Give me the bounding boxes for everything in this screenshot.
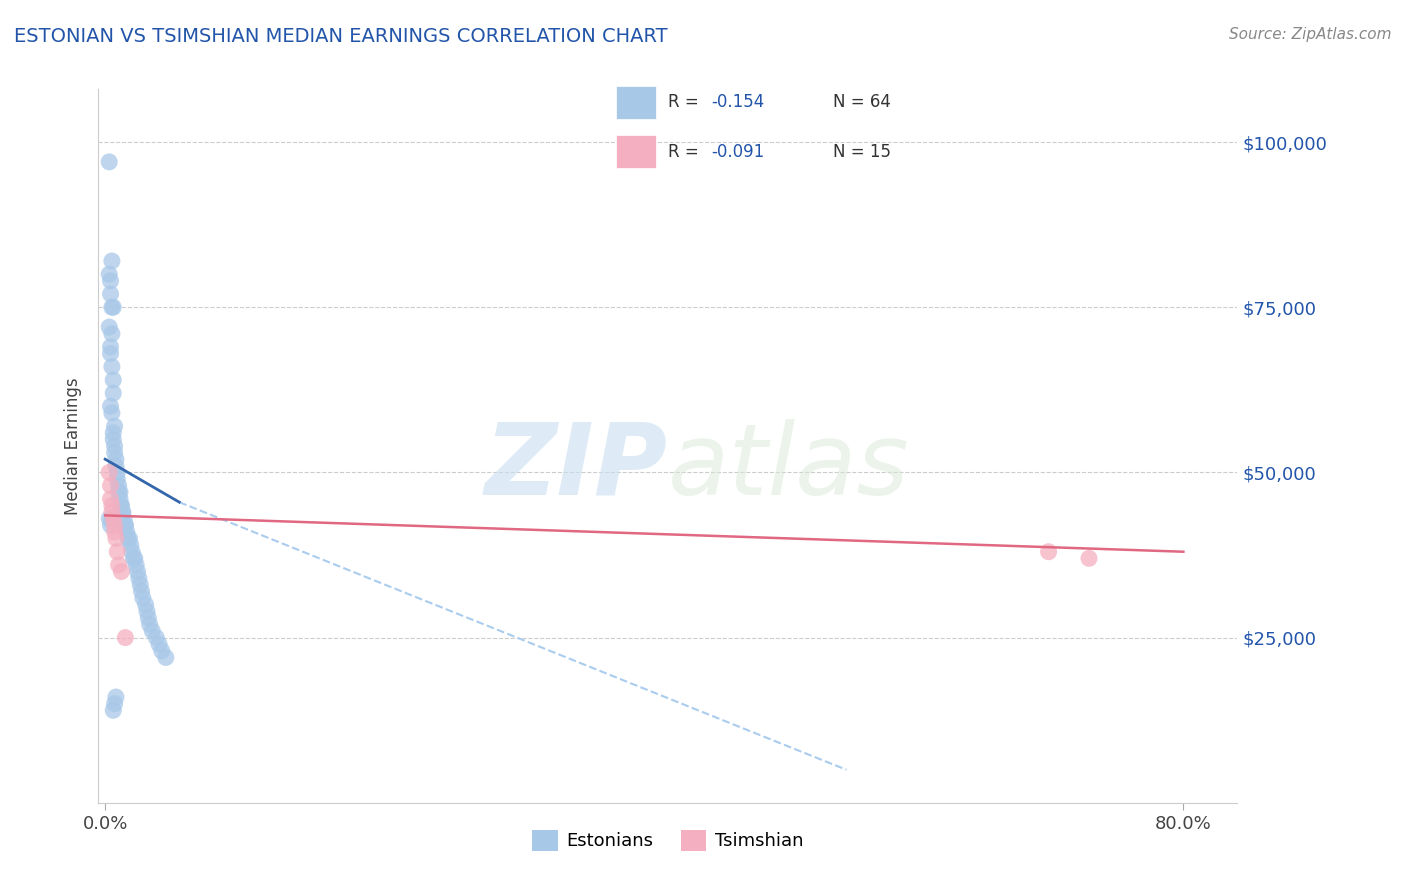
Point — [141, 624, 163, 638]
Point — [98, 466, 121, 480]
Point — [98, 267, 121, 281]
Text: atlas: atlas — [668, 419, 910, 516]
Point — [103, 703, 125, 717]
Point — [103, 386, 125, 401]
Text: N = 15: N = 15 — [832, 143, 891, 161]
Point — [101, 499, 124, 513]
Point — [155, 650, 177, 665]
Point — [100, 400, 122, 414]
Legend: Estonians, Tsimshian: Estonians, Tsimshian — [524, 822, 811, 858]
Point — [101, 406, 124, 420]
Point — [124, 551, 146, 566]
Point — [1038, 545, 1060, 559]
Point — [131, 584, 153, 599]
Point — [135, 598, 157, 612]
Point — [104, 518, 127, 533]
Point — [118, 532, 141, 546]
Point — [107, 558, 129, 572]
Point — [1078, 551, 1101, 566]
Point — [145, 631, 167, 645]
Point — [110, 565, 132, 579]
Text: R =: R = — [668, 94, 703, 112]
Point — [107, 485, 129, 500]
Point — [132, 591, 155, 605]
FancyBboxPatch shape — [616, 136, 655, 168]
Point — [138, 617, 160, 632]
Point — [101, 511, 124, 525]
Point — [136, 604, 159, 618]
Point — [120, 538, 142, 552]
Point — [104, 452, 127, 467]
Point — [98, 511, 121, 525]
Point — [122, 551, 145, 566]
Point — [105, 545, 128, 559]
Point — [98, 154, 121, 169]
Point — [136, 611, 159, 625]
Point — [100, 274, 122, 288]
Point — [103, 373, 125, 387]
Point — [110, 499, 132, 513]
Point — [104, 445, 127, 459]
Point — [100, 491, 122, 506]
Text: -0.091: -0.091 — [711, 143, 763, 161]
Point — [108, 491, 131, 506]
Point — [101, 359, 124, 374]
Point — [104, 458, 127, 473]
Point — [104, 532, 127, 546]
Point — [108, 485, 131, 500]
Point — [127, 565, 149, 579]
Point — [115, 524, 138, 539]
Point — [104, 419, 127, 434]
Text: ESTONIAN VS TSIMSHIAN MEDIAN EARNINGS CORRELATION CHART: ESTONIAN VS TSIMSHIAN MEDIAN EARNINGS CO… — [14, 27, 668, 45]
Point — [125, 558, 148, 572]
Point — [148, 637, 170, 651]
Point — [103, 425, 125, 440]
Text: ZIP: ZIP — [485, 419, 668, 516]
Point — [101, 254, 124, 268]
Point — [100, 346, 122, 360]
Text: N = 64: N = 64 — [832, 94, 891, 112]
Point — [128, 571, 150, 585]
Point — [101, 300, 124, 314]
Point — [114, 631, 136, 645]
Text: -0.154: -0.154 — [711, 94, 763, 112]
Text: Source: ZipAtlas.com: Source: ZipAtlas.com — [1229, 27, 1392, 42]
Point — [100, 287, 122, 301]
Point — [111, 505, 134, 519]
Point — [129, 578, 152, 592]
Point — [104, 439, 127, 453]
Point — [117, 532, 139, 546]
Point — [100, 340, 122, 354]
Point — [121, 545, 143, 559]
Point — [100, 478, 122, 492]
Point — [114, 518, 136, 533]
Point — [114, 518, 136, 533]
Point — [105, 466, 128, 480]
Text: R =: R = — [668, 143, 703, 161]
Point — [98, 320, 121, 334]
Point — [103, 433, 125, 447]
Point — [103, 511, 125, 525]
Point — [103, 300, 125, 314]
Point — [104, 697, 127, 711]
Y-axis label: Median Earnings: Median Earnings — [65, 377, 83, 515]
FancyBboxPatch shape — [616, 87, 655, 119]
Point — [101, 505, 124, 519]
Point — [107, 478, 129, 492]
Point — [105, 472, 128, 486]
Point — [104, 524, 127, 539]
Point — [112, 511, 135, 525]
Point — [111, 505, 134, 519]
Point — [100, 518, 122, 533]
Point — [101, 326, 124, 341]
Point — [110, 499, 132, 513]
Point — [150, 644, 173, 658]
Point — [104, 690, 127, 704]
